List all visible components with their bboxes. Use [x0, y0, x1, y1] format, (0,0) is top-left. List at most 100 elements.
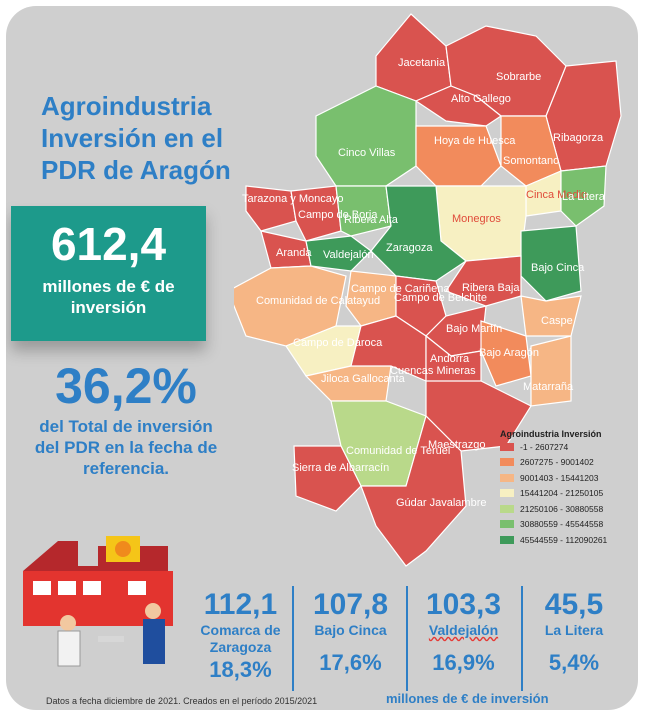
region-campo-borja — [290, 185, 342, 242]
legend-item: -1 - 2607274 — [500, 439, 620, 455]
region-bajo-aragon — [480, 320, 532, 387]
map-legend: Agroindustria Inversión -1 - 2607274 260… — [500, 429, 620, 548]
headline-box: 612,4 millones de € de inversión — [11, 206, 206, 341]
legend-label: 9001403 - 15441203 — [520, 472, 599, 483]
stat-divider — [406, 586, 408, 691]
legend-item: 45544559 - 112090261 — [500, 532, 620, 548]
stat-divider — [521, 586, 523, 691]
stat-pct: 5,4% — [548, 650, 600, 675]
stat-pct: 18,3% — [209, 657, 272, 682]
region-calatayud — [234, 265, 347, 347]
label-maestrazgo: Maestrazgo — [428, 439, 485, 451]
page-title: Agroindustria Inversión en el PDR de Ara… — [41, 90, 281, 186]
footnote: Datos a fecha diciembre de 2021. Creados… — [46, 696, 318, 706]
legend-item: 30880559 - 45544558 — [500, 517, 620, 533]
title-line-3: PDR de Aragón — [41, 155, 231, 185]
legend-item: 15441204 - 21250105 — [500, 486, 620, 502]
region-tarazona — [245, 185, 297, 232]
label-jacetania: Jacetania — [398, 57, 446, 69]
microscope-icon — [98, 636, 124, 642]
label-ribera-alta: Ribera Alta — [344, 214, 399, 226]
label-litera: La Litera — [562, 191, 606, 203]
infographic-card: Agroindustria Inversión en el PDR de Ara… — [6, 6, 638, 710]
legend-swatch — [500, 458, 514, 467]
units-label: millones de € de inversión — [386, 691, 549, 706]
label-bajo-martin: Bajo Martín — [446, 323, 502, 335]
region-ribera-baja — [445, 255, 522, 307]
stat-pct: 17,6% — [319, 650, 382, 675]
legend-label: 30880559 - 45544558 — [520, 519, 604, 530]
label-somontano: Somontano — [503, 155, 559, 167]
region-jiloca — [304, 365, 392, 402]
stat-valdejalon: 103,3 Valdejalón 16,9% — [411, 588, 516, 677]
label-campo-borja: Campo de Borja — [298, 209, 378, 221]
label-cinco-villas: Cinco Villas — [338, 147, 396, 159]
legend-item: 21250106 - 30880558 — [500, 501, 620, 517]
legend-item: 9001403 - 15441203 — [500, 470, 620, 486]
factory-illustration — [23, 536, 173, 667]
title-line-2: Inversión en el — [41, 123, 224, 153]
label-carinena: Campo de Cariñena — [351, 283, 450, 295]
stat-bajo-cinca: 107,8 Bajo Cinca 17,6% — [298, 588, 403, 677]
legend-label: -1 - 2607274 — [520, 441, 569, 452]
label-monegros: Monegros — [452, 213, 501, 225]
legend-title: Agroindustria Inversión — [500, 429, 602, 439]
label-belchite: Campo de Belchite — [394, 292, 487, 304]
stat-name: Bajo Cinca — [314, 622, 387, 638]
stat-divider — [292, 586, 294, 691]
label-ribagorza: Ribagorza — [553, 132, 604, 144]
label-bajo-aragon: Bajo Aragón — [479, 347, 539, 359]
factory-roof-icon — [23, 541, 168, 571]
headline-value: 612,4 — [50, 218, 167, 270]
aragon-map: Jacetania Sobrarbe Alto Gallego Ribagorz… — [234, 13, 622, 567]
legend-label: 45544559 - 112090261 — [520, 534, 608, 545]
label-calatayud: Comunidad de Calatayud — [256, 295, 380, 307]
region-litera — [560, 165, 607, 227]
worker-1-head-icon — [60, 615, 76, 631]
stat-name: La Litera — [544, 622, 604, 638]
label-gudar: Gúdar Javalambre — [396, 497, 487, 509]
legend-label: 15441204 - 21250105 — [520, 488, 604, 499]
label-zaragoza: Zaragoza — [386, 242, 433, 254]
stat-value: 112,1 — [203, 588, 278, 621]
stat-value: 45,5 — [544, 588, 604, 621]
legend-swatch — [500, 535, 514, 544]
stat-comarca-zaragoza: 112,1 Comarca de Zaragoza 18,3% — [188, 588, 293, 684]
legend-swatch — [500, 489, 514, 498]
stat-name: Valdejalón — [428, 622, 499, 638]
legend-label: 2607275 - 9001402 — [520, 457, 594, 468]
legend-swatch — [500, 520, 514, 529]
legend-swatch — [500, 504, 514, 513]
region-ribera-alta — [335, 185, 392, 237]
share-value: 36,2% — [55, 358, 197, 414]
region-caspe — [520, 295, 582, 337]
stat-la-litera: 45,5 La Litera 5,4% — [524, 588, 624, 677]
region-matarrana — [530, 335, 572, 407]
label-matarrana: Matarraña — [523, 381, 574, 393]
region-cinco-villas — [315, 85, 417, 187]
legend-label: 21250106 - 30880558 — [520, 503, 604, 514]
label-aranda: Aranda — [276, 247, 312, 259]
label-caspe: Caspe — [541, 315, 573, 327]
label-jiloca: Jiloca Gallocanta — [321, 373, 406, 385]
legend-item: 2607275 - 9001402 — [500, 455, 620, 471]
stat-pct: 16,9% — [432, 650, 495, 675]
title-line-1: Agroindustria — [41, 91, 212, 121]
label-cinca-medio: Cinca Medio — [526, 189, 587, 201]
legend-swatch — [500, 473, 514, 482]
worker-1-coat-icon — [57, 630, 81, 667]
stat-value: 103,3 — [425, 588, 502, 621]
label-cuencas-mineras: Cuencas Mineras — [390, 365, 476, 377]
label-andorra: Andorra — [430, 353, 470, 365]
region-gudar — [360, 414, 467, 567]
label-ribera-baja: Ribera Baja — [462, 282, 520, 294]
region-valdejalon — [305, 235, 372, 272]
label-tarazona: Tarazona y Moncayo — [242, 193, 344, 205]
share-description: del Total de inversión del PDR en la fec… — [34, 417, 218, 478]
stat-value: 107,8 — [312, 588, 389, 621]
worker-2-overall-icon — [143, 619, 165, 664]
label-albarracin: Sierra de Albarracín — [292, 462, 389, 474]
label-teruel: Comunidad de Teruel — [346, 445, 450, 457]
label-valdejalon: Valdejalón — [323, 249, 374, 261]
label-hoya: Hoya de Huesca — [434, 135, 516, 147]
